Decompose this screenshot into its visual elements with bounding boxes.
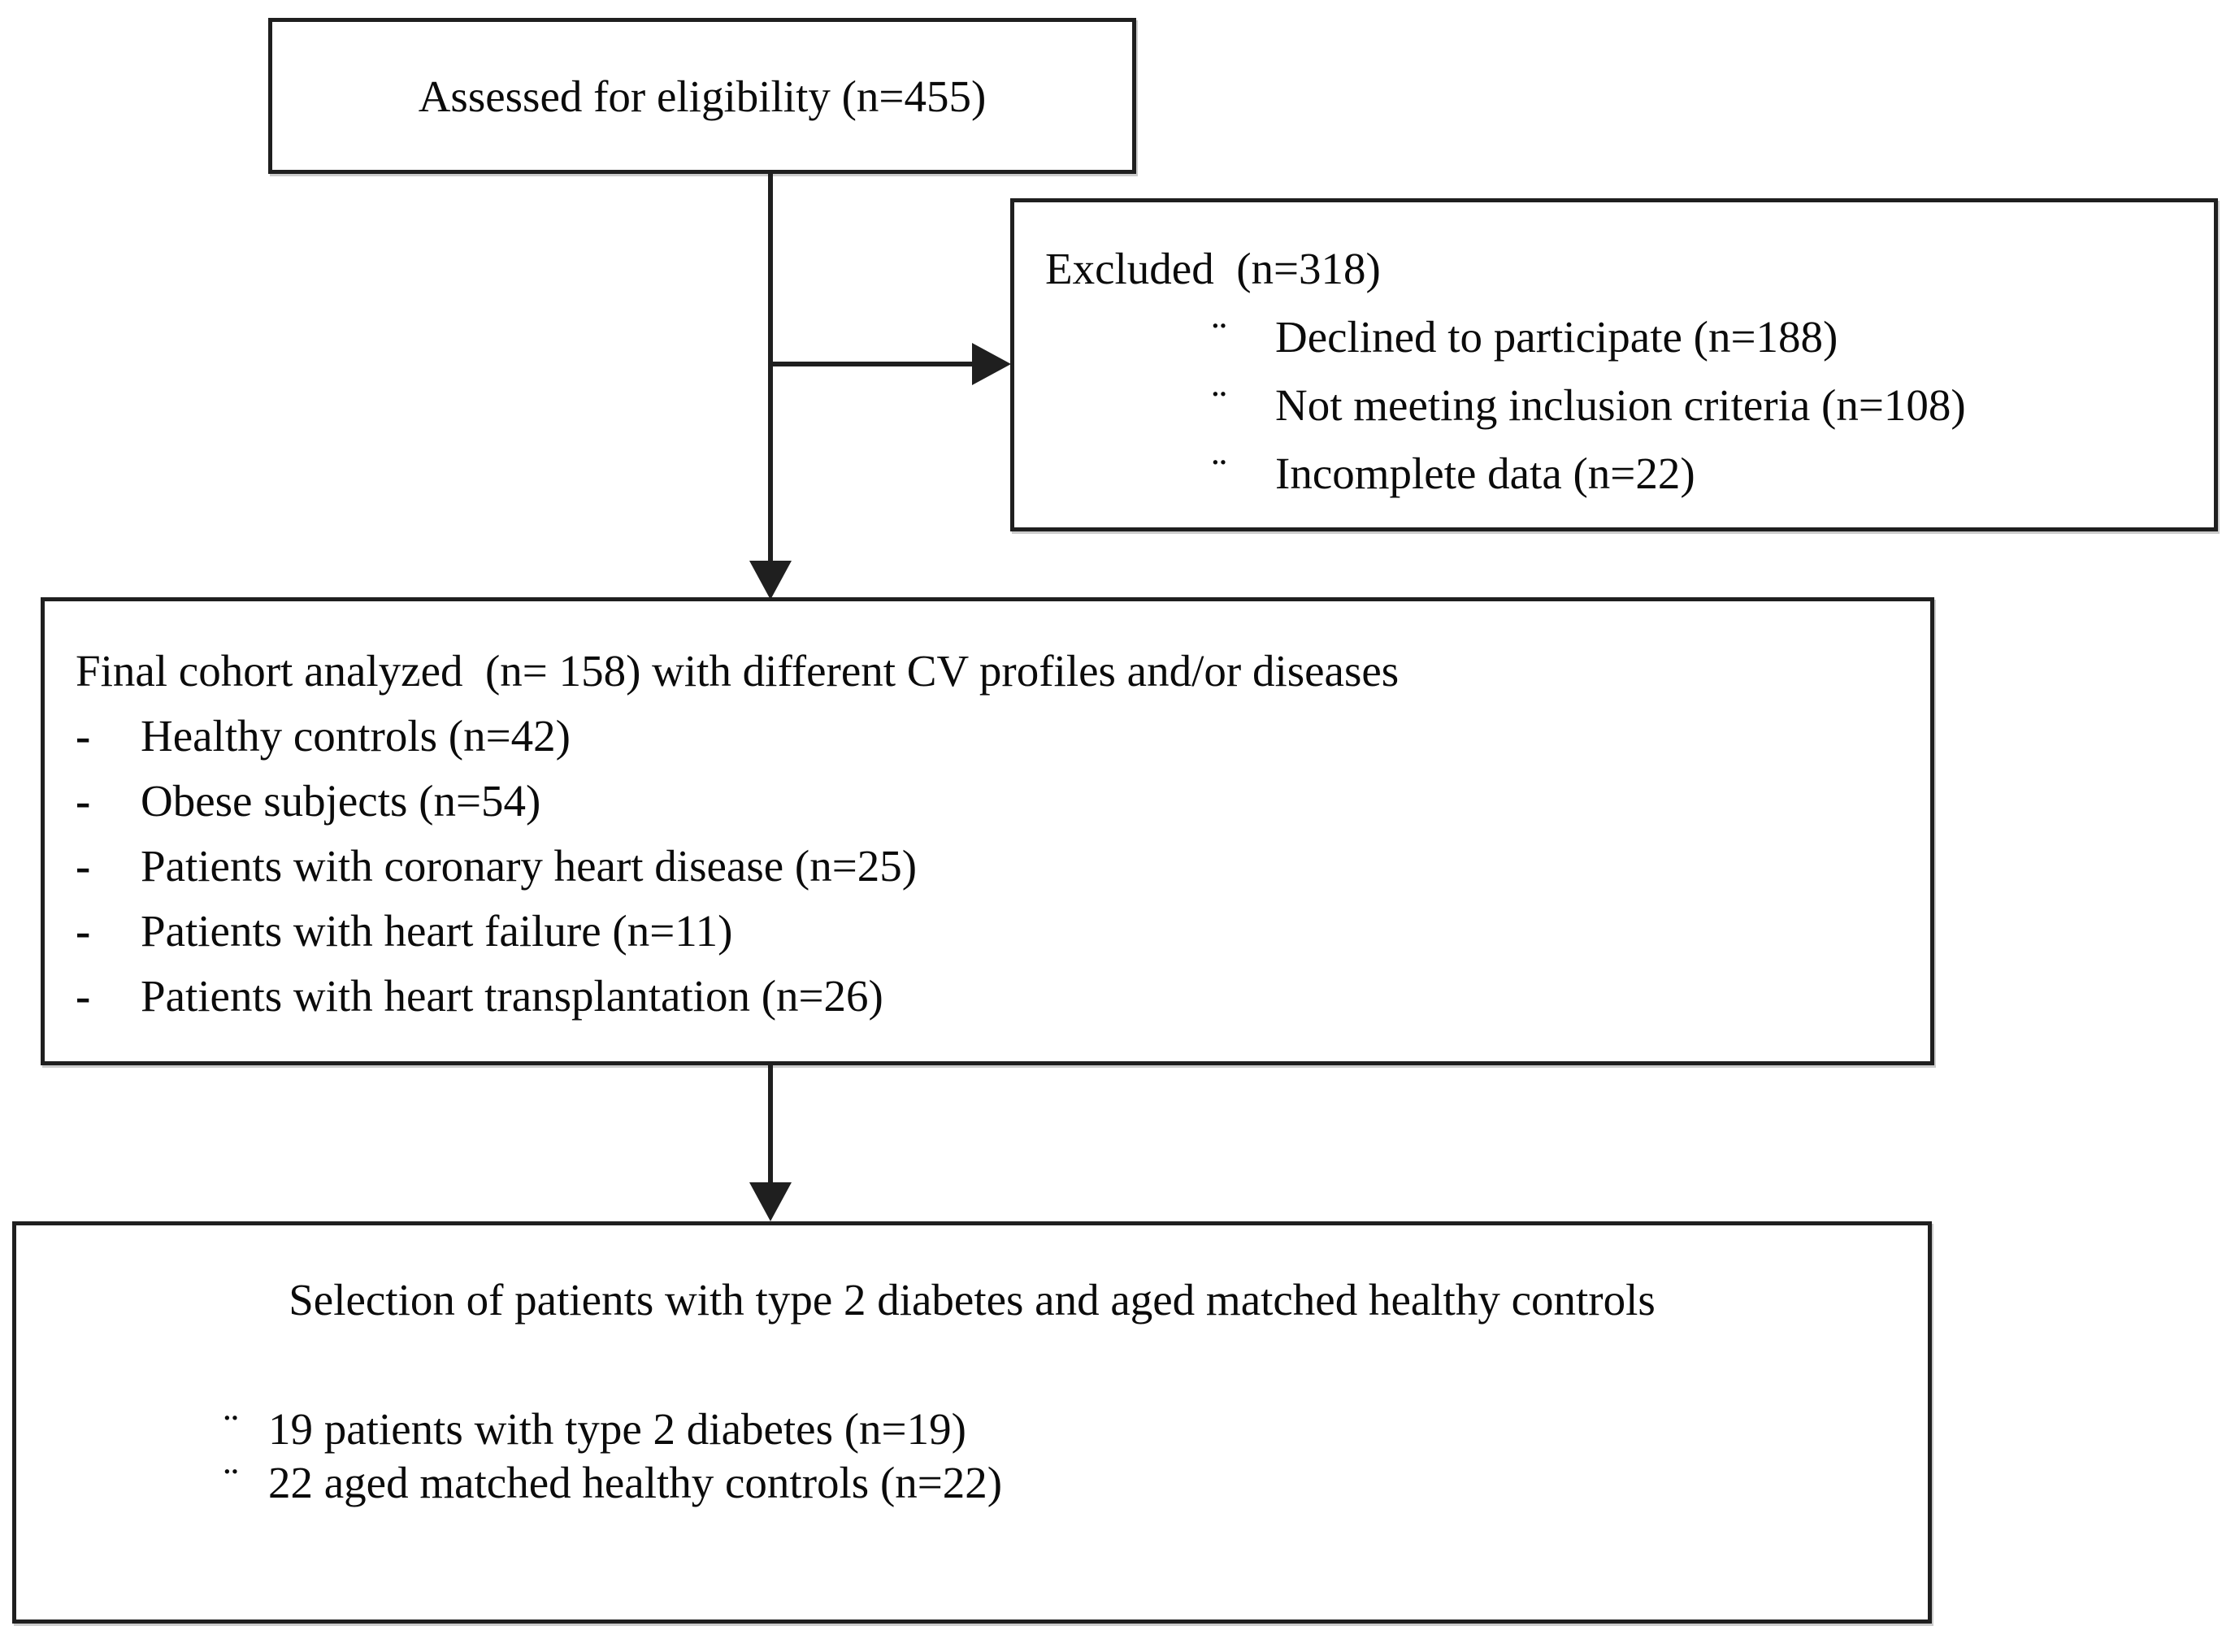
- selection-box: Selection of patients with type 2 diabet…: [12, 1221, 1932, 1624]
- cohort-item-row: - Patients with coronary heart disease (…: [76, 834, 1898, 899]
- cohort-item-text: Patients with heart transplantation (n=2…: [141, 971, 883, 1021]
- dash-bullet-icon: -: [76, 776, 91, 826]
- excluded-item-row: ¨ Incomplete data (n=22): [1212, 440, 2189, 508]
- dash-bullet-icon: -: [76, 711, 91, 761]
- excluded-box: Excluded (n=318) ¨ Declined to participa…: [1010, 198, 2218, 531]
- cohort-item-row: - Healthy controls (n=42): [76, 704, 1898, 769]
- cohort-item-text: Obese subjects (n=54): [141, 776, 541, 826]
- selection-item-text: 22 aged matched healthy controls (n=22): [268, 1458, 1003, 1507]
- cohort-item-row: - Patients with heart transplantation (n…: [76, 964, 1898, 1029]
- umlaut-bullet-icon: ¨: [224, 1458, 239, 1507]
- cohort-item-text: Patients with coronary heart disease (n=…: [141, 841, 918, 891]
- assessed-eligibility-text: Assessed for eligibility (n=455): [418, 71, 987, 121]
- cohort-item-row: - Patients with heart failure (n=11): [76, 899, 1898, 964]
- excluded-item-text: Not meeting inclusion criteria (n=108): [1275, 380, 1966, 430]
- excluded-item-row: ¨ Not meeting inclusion criteria (n=108): [1212, 371, 2189, 440]
- dash-bullet-icon: -: [76, 971, 91, 1021]
- umlaut-bullet-icon: ¨: [224, 1404, 239, 1454]
- dash-bullet-icon: -: [76, 841, 91, 891]
- selection-item-text: 19 patients with type 2 diabetes (n=19): [268, 1404, 966, 1454]
- down-arrow-icon: [749, 1182, 792, 1221]
- down-arrow-icon: [749, 561, 792, 600]
- cohort-item-row: - Obese subjects (n=54): [76, 769, 1898, 834]
- selection-title: Selection of patients with type 2 diabet…: [289, 1275, 1656, 1325]
- final-cohort-box: Final cohort analyzed (n= 158) with diff…: [41, 597, 1934, 1065]
- selection-item-row: ¨ 22 aged matched healthy controls (n=22…: [224, 1456, 1903, 1510]
- excluded-item-row: ¨ Declined to participate (n=188): [1212, 303, 2189, 371]
- connector-horizontal-line: [768, 362, 973, 366]
- umlaut-bullet-icon: ¨: [1212, 449, 1227, 498]
- connector-vertical-line-bottom: [768, 1064, 773, 1185]
- selection-items: ¨ 19 patients with type 2 diabetes (n=19…: [41, 1403, 1903, 1510]
- connector-vertical-line-top: [768, 174, 773, 562]
- excluded-title: Excluded (n=318): [1045, 244, 1381, 293]
- assessed-eligibility-box: Assessed for eligibility (n=455): [268, 18, 1136, 174]
- excluded-item-text: Incomplete data (n=22): [1275, 449, 1695, 498]
- cohort-item-text: Patients with heart failure (n=11): [141, 906, 733, 956]
- dash-bullet-icon: -: [76, 906, 91, 956]
- right-arrow-icon: [972, 343, 1011, 385]
- cohort-item-text: Healthy controls (n=42): [141, 711, 571, 761]
- final-cohort-title: Final cohort analyzed (n= 158) with diff…: [76, 646, 1400, 696]
- umlaut-bullet-icon: ¨: [1212, 380, 1227, 430]
- excluded-item-text: Declined to participate (n=188): [1275, 312, 1838, 362]
- umlaut-bullet-icon: ¨: [1212, 312, 1227, 362]
- selection-item-row: ¨ 19 patients with type 2 diabetes (n=19…: [224, 1403, 1903, 1456]
